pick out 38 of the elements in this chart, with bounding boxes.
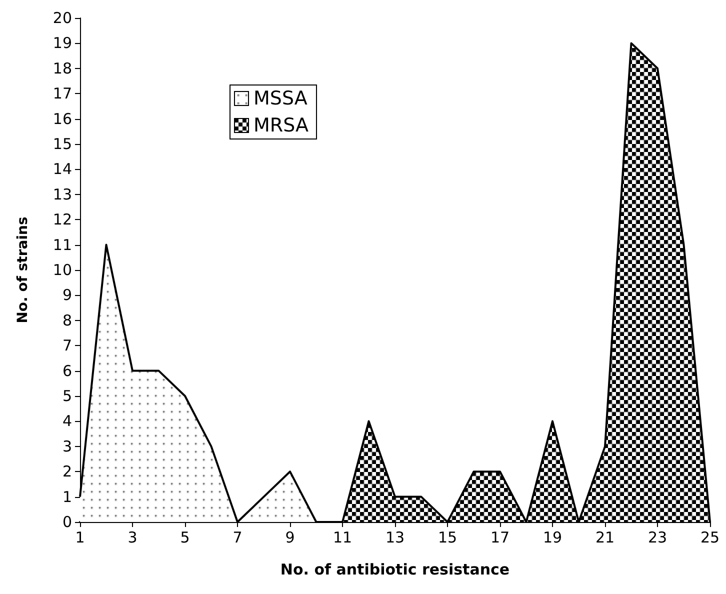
x-tick-label: 1: [75, 528, 85, 546]
legend-label: MRSA: [254, 114, 309, 136]
y-axis-title: No. of strains: [15, 216, 31, 324]
y-tick-label: 17: [52, 84, 72, 103]
y-tick-label: 9: [62, 286, 72, 304]
y-tick-label: 20: [52, 9, 72, 27]
x-tick-label: 5: [180, 528, 190, 546]
y-tick-label: 18: [52, 59, 72, 78]
x-tick-label: 25: [700, 528, 720, 546]
y-tick-label: 12: [52, 210, 72, 229]
x-tick-label: 17: [490, 528, 510, 546]
y-tick-label: 0: [62, 513, 72, 531]
y-tick-label: 19: [52, 34, 72, 52]
y-tick-label: 14: [52, 160, 72, 178]
y-tick-label: 16: [52, 110, 72, 128]
y-tick-label: 1: [62, 488, 72, 506]
y-tick-label: 11: [52, 236, 72, 254]
y-tick-label: 2: [62, 462, 72, 481]
y-tick-label: 8: [62, 311, 72, 330]
x-tick-label: 19: [542, 528, 562, 546]
y-tick-label: 15: [52, 135, 72, 153]
y-tick-label: 10: [52, 261, 72, 279]
y-tick-label: 4: [62, 412, 72, 430]
y-tick-label: 6: [62, 362, 72, 380]
x-tick-label: 21: [595, 528, 615, 546]
x-tick-label: 15: [438, 528, 458, 546]
x-tick-label: 9: [285, 528, 295, 546]
x-tick-label: 3: [128, 528, 138, 546]
x-tick-label: 23: [648, 528, 668, 546]
y-tick-label: 3: [62, 437, 72, 456]
x-tick-label: 11: [332, 528, 352, 546]
x-axis-title: No. of antibiotic resistance: [280, 560, 510, 578]
legend-label: MSSA: [254, 88, 308, 110]
y-tick-label: 5: [62, 387, 72, 405]
x-tick-label: 13: [385, 528, 405, 546]
y-tick-label: 13: [52, 185, 72, 204]
x-tick-label: 7: [232, 528, 242, 546]
y-tick-label: 7: [62, 336, 72, 355]
